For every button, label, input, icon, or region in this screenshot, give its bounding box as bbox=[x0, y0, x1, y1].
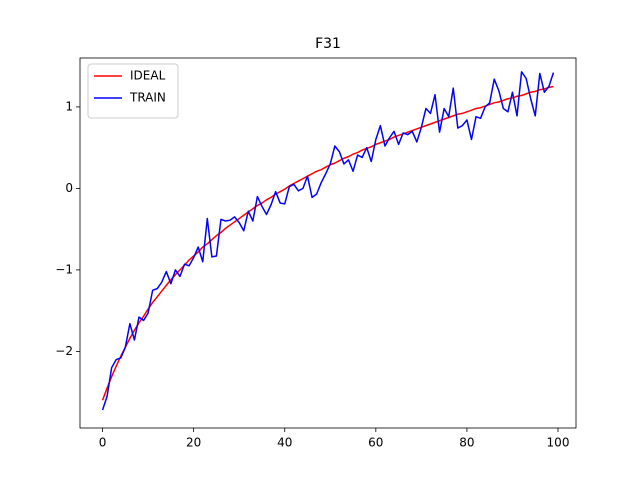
x-tick-label: 40 bbox=[277, 436, 292, 450]
series-line bbox=[101, 71, 555, 411]
y-tick-label: −1 bbox=[55, 262, 73, 276]
y-tick-label: 1 bbox=[65, 99, 73, 113]
plot-frame bbox=[79, 57, 577, 429]
x-tick-label: 20 bbox=[186, 436, 201, 450]
x-tick-label: 100 bbox=[547, 436, 570, 450]
legend-label: IDEAL bbox=[130, 69, 166, 83]
y-tick-label: −2 bbox=[55, 344, 73, 358]
x-tick-label: 0 bbox=[99, 436, 107, 450]
y-tick-label: 0 bbox=[65, 181, 73, 195]
legend-label: TRAIN bbox=[129, 91, 166, 105]
x-tick-label: 60 bbox=[368, 436, 383, 450]
legend-box bbox=[87, 63, 179, 119]
chart-title: F31 bbox=[315, 36, 341, 52]
x-tick-label: 80 bbox=[459, 436, 474, 450]
